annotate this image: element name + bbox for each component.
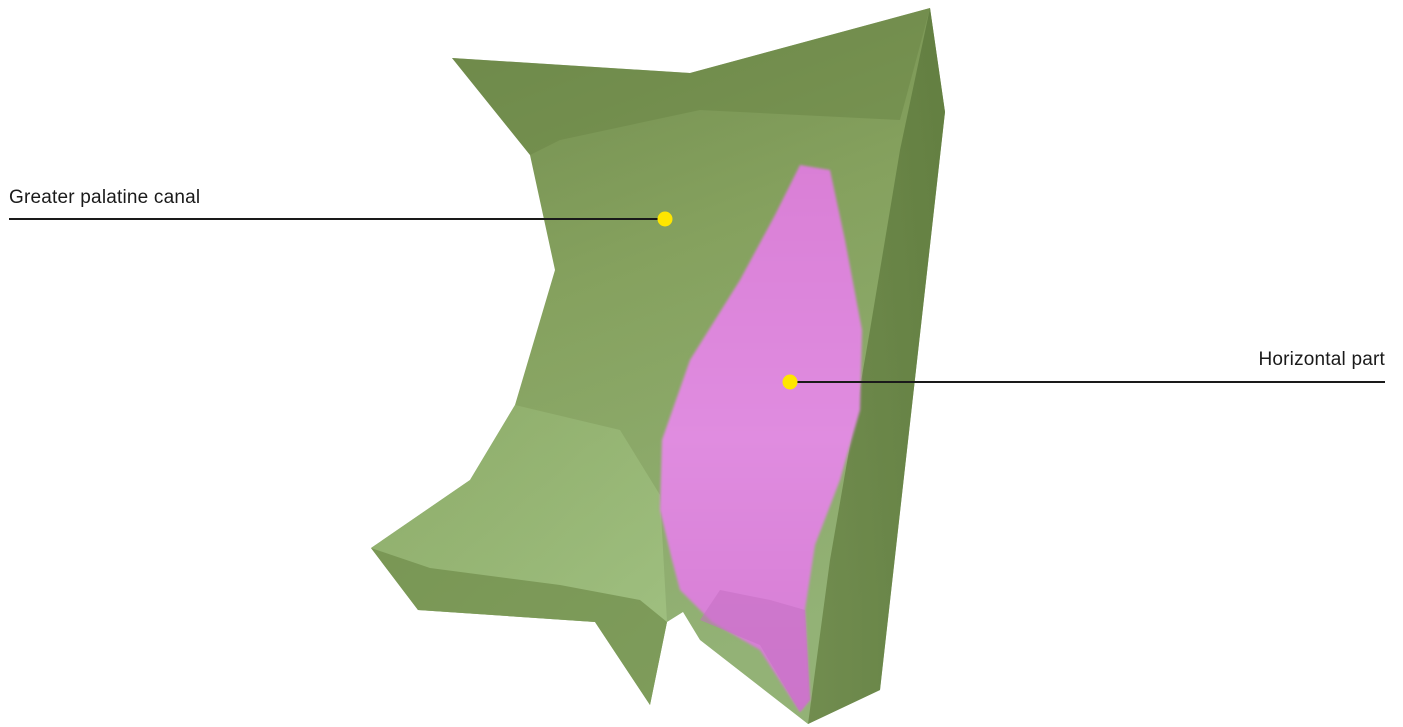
label-greater-palatine-canal: Greater palatine canal <box>9 187 201 208</box>
bone-right-face <box>808 8 945 724</box>
bone-lower-flange <box>371 405 667 705</box>
horizontal-part-shade <box>700 590 810 712</box>
marker-greater-palatine-canal[interactable] <box>657 211 673 227</box>
horizontal-part-region <box>660 165 862 712</box>
marker-horizontal-part[interactable] <box>782 374 798 390</box>
bone-top-facet <box>452 8 930 155</box>
horizontal-part-highlight <box>660 165 862 712</box>
bone-flange-underside <box>371 548 667 705</box>
label-horizontal-part: Horizontal part <box>1258 349 1385 370</box>
